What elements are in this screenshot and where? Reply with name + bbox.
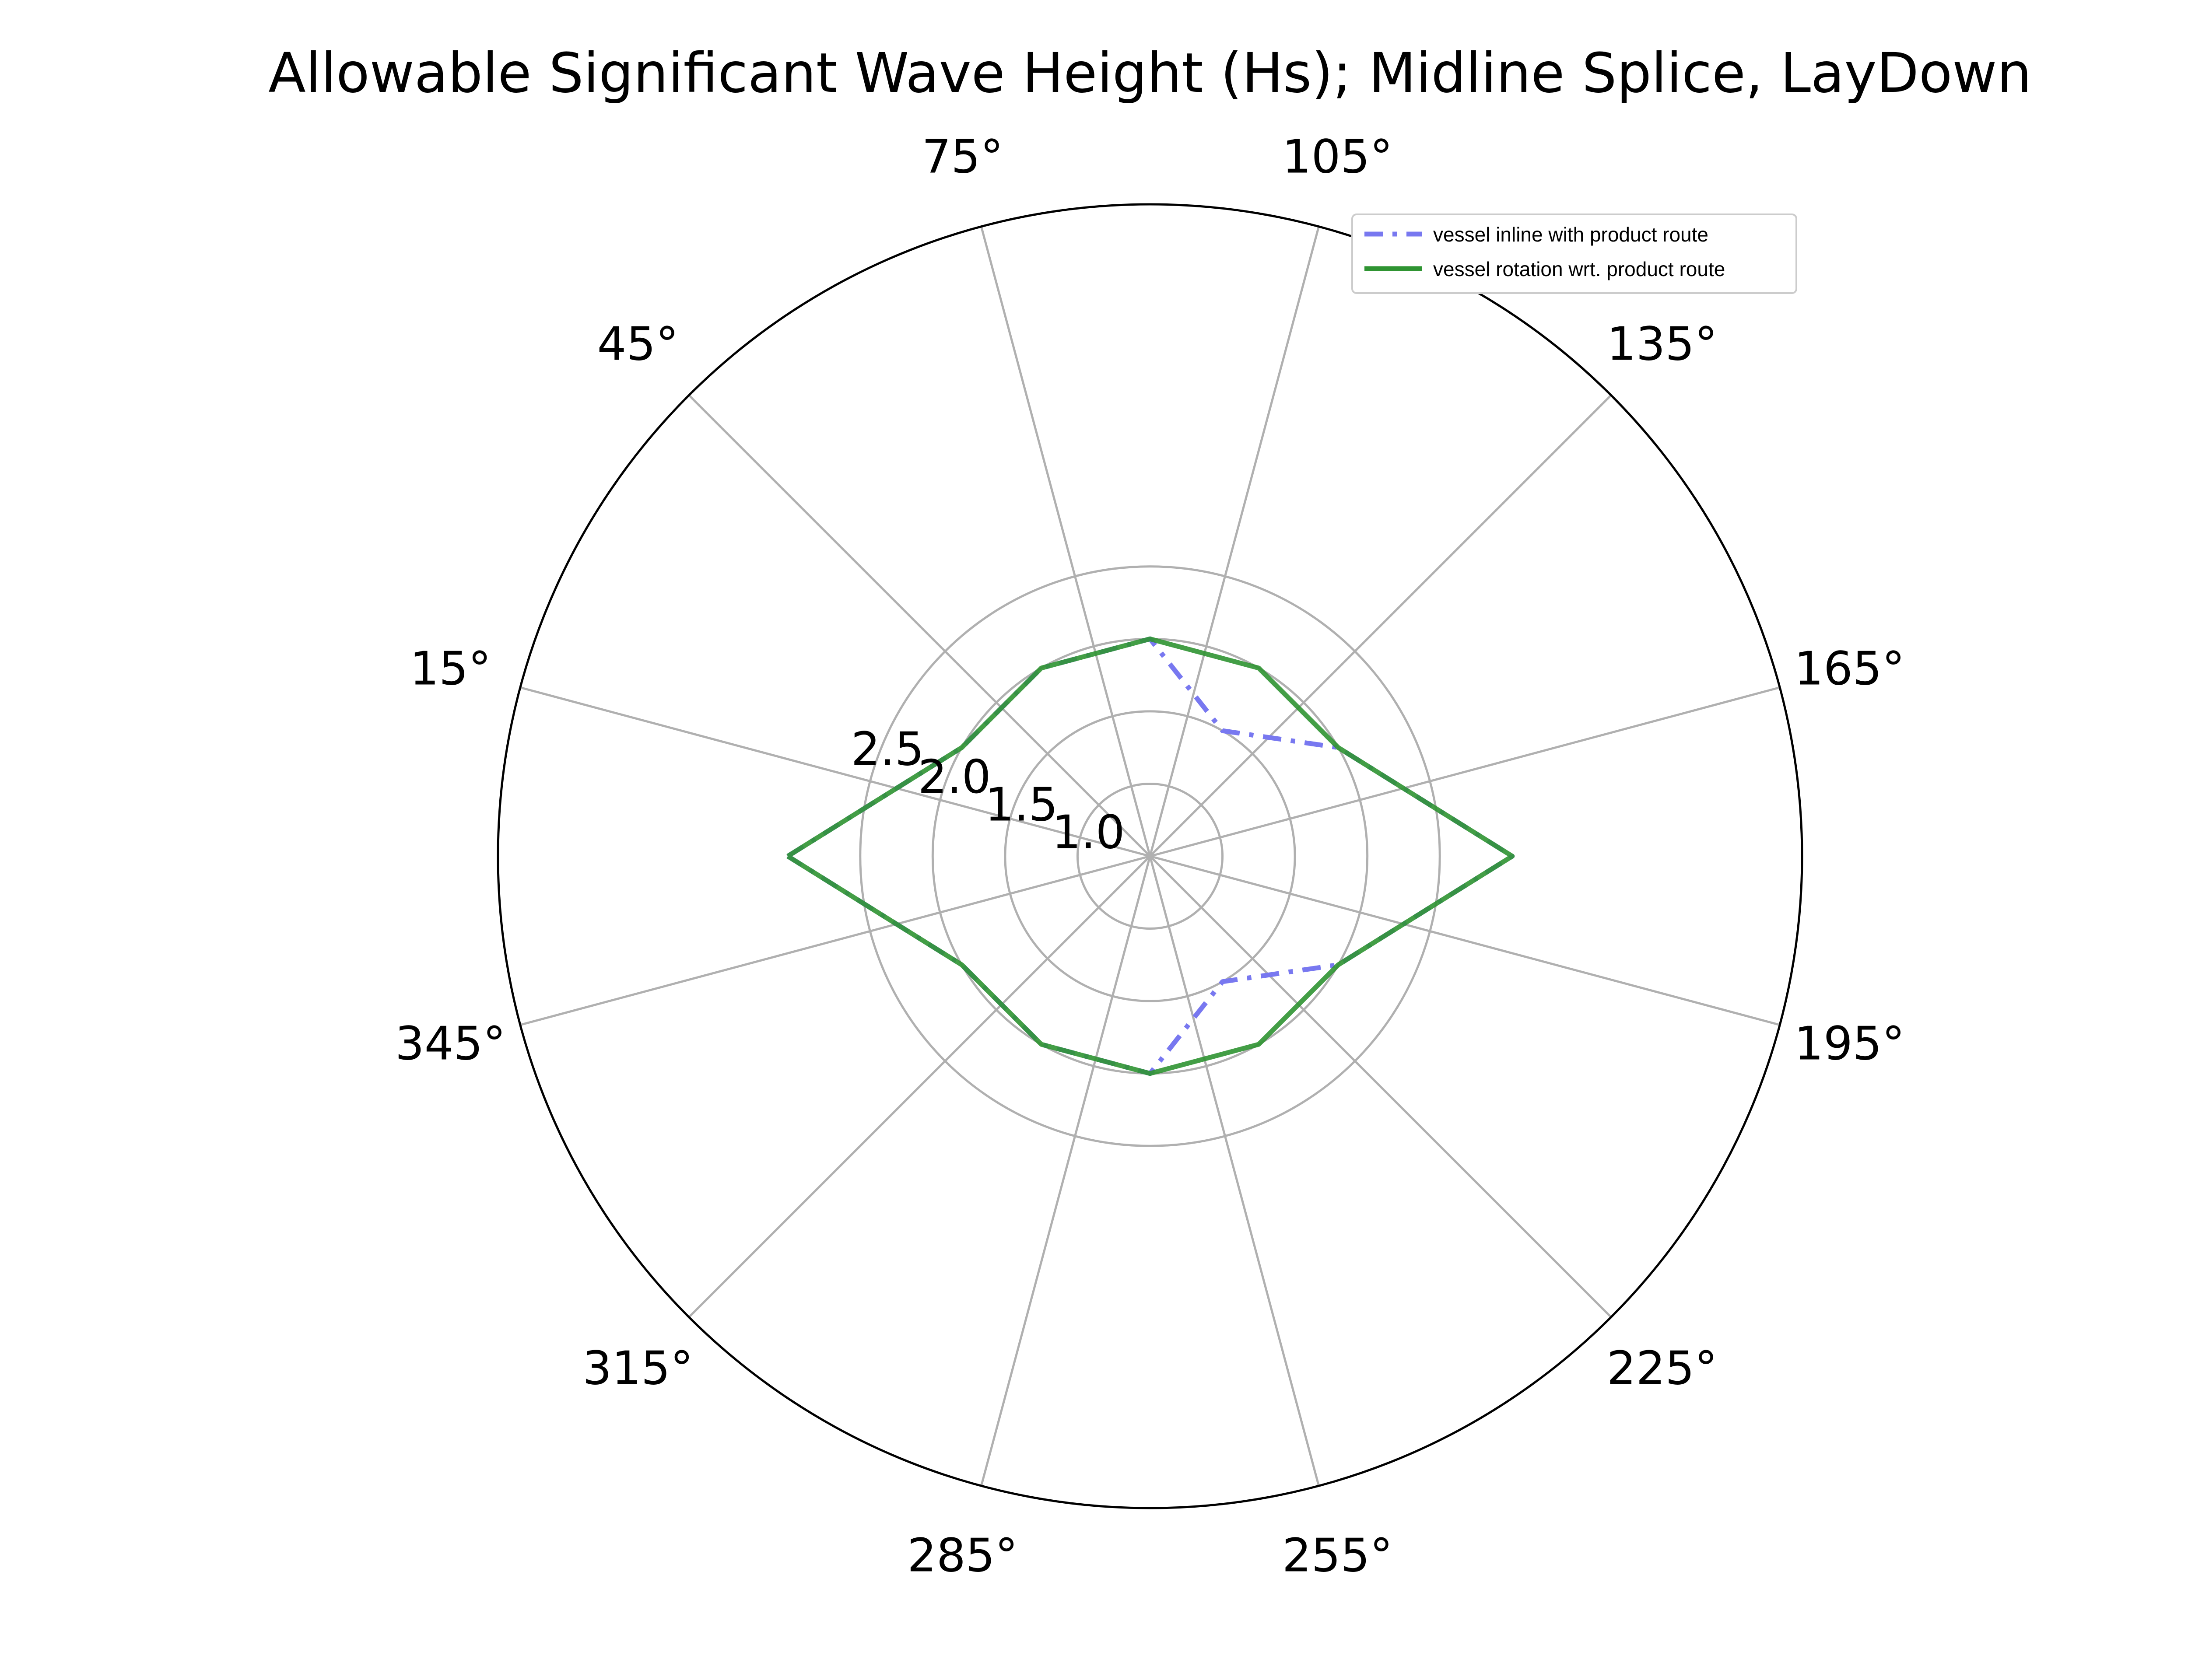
legend-label-inline: vessel inline with product route: [1433, 223, 1708, 246]
series-point: [1338, 964, 1339, 965]
theta-tick-label: 255°: [1282, 1529, 1393, 1582]
series-point: [1041, 1044, 1042, 1045]
legend: vessel inline with product route vessel …: [1351, 214, 1797, 294]
theta-tick-label: 195°: [1794, 1017, 1905, 1070]
series-group: [786, 636, 1515, 1076]
theta-tick-label: 105°: [1282, 130, 1393, 183]
radial-tick-label: 1.5: [985, 778, 1058, 831]
angular-gridline: [520, 686, 1150, 858]
theta-tick-label: 135°: [1607, 318, 1718, 371]
theta-tick-label: 315°: [582, 1341, 693, 1395]
series-point: [787, 856, 788, 857]
radial-tick-labels: 1.01.52.02.5: [851, 723, 1125, 859]
angular-gridline: [1150, 855, 1780, 1026]
angular-gridline: [980, 856, 1151, 1486]
angular-gridline: [688, 855, 1151, 1318]
theta-tick-label: 75°: [922, 130, 1003, 183]
radial-tick-label: 1.0: [1052, 806, 1125, 859]
series-point: [961, 964, 962, 965]
angular-gridline: [1149, 394, 1612, 857]
series-point: [1258, 1044, 1259, 1045]
theta-tick-label: 225°: [1607, 1341, 1718, 1395]
theta-tick-label: 165°: [1794, 642, 1905, 696]
angular-gridline: [1149, 856, 1320, 1486]
theta-tick-labels: 15° 45° 75° 105° 135° 165° 195° 225° 255° 285° 315…: [395, 130, 1905, 1582]
radial-gridline: [859, 565, 1441, 1147]
angular-gridline: [1149, 855, 1612, 1318]
angular-gridline: [1149, 226, 1320, 857]
angular-gridline: [520, 855, 1150, 1026]
theta-tick-label: 345°: [395, 1017, 506, 1070]
series-point: [1338, 747, 1339, 748]
angular-gridline: [688, 394, 1151, 857]
radial-tick-label: 2.5: [851, 723, 924, 776]
series-point: [1222, 730, 1223, 731]
radial-gridline: [1004, 710, 1296, 1002]
series-point: [1512, 856, 1513, 857]
angular-gridline: [980, 226, 1151, 857]
theta-tick-label: 45°: [597, 318, 679, 371]
series-point: [1222, 981, 1223, 982]
theta-tick-label: 285°: [907, 1529, 1018, 1582]
legend-frame: [1351, 214, 1797, 294]
chart-title: Allowable Significant Wave Height (Hs); …: [268, 42, 2032, 105]
radial-gridline: [1076, 782, 1224, 930]
theta-tick-label: 15°: [410, 642, 491, 696]
series-point: [961, 747, 962, 748]
polar-frame: [497, 203, 1803, 1509]
series-line: [786, 636, 1515, 1076]
angular-gridline: [1150, 686, 1780, 858]
polar-grid: [520, 226, 1780, 1486]
legend-label-rotation: vessel rotation wrt. product route: [1433, 258, 1725, 280]
radial-tick-label: 2.0: [918, 750, 991, 804]
